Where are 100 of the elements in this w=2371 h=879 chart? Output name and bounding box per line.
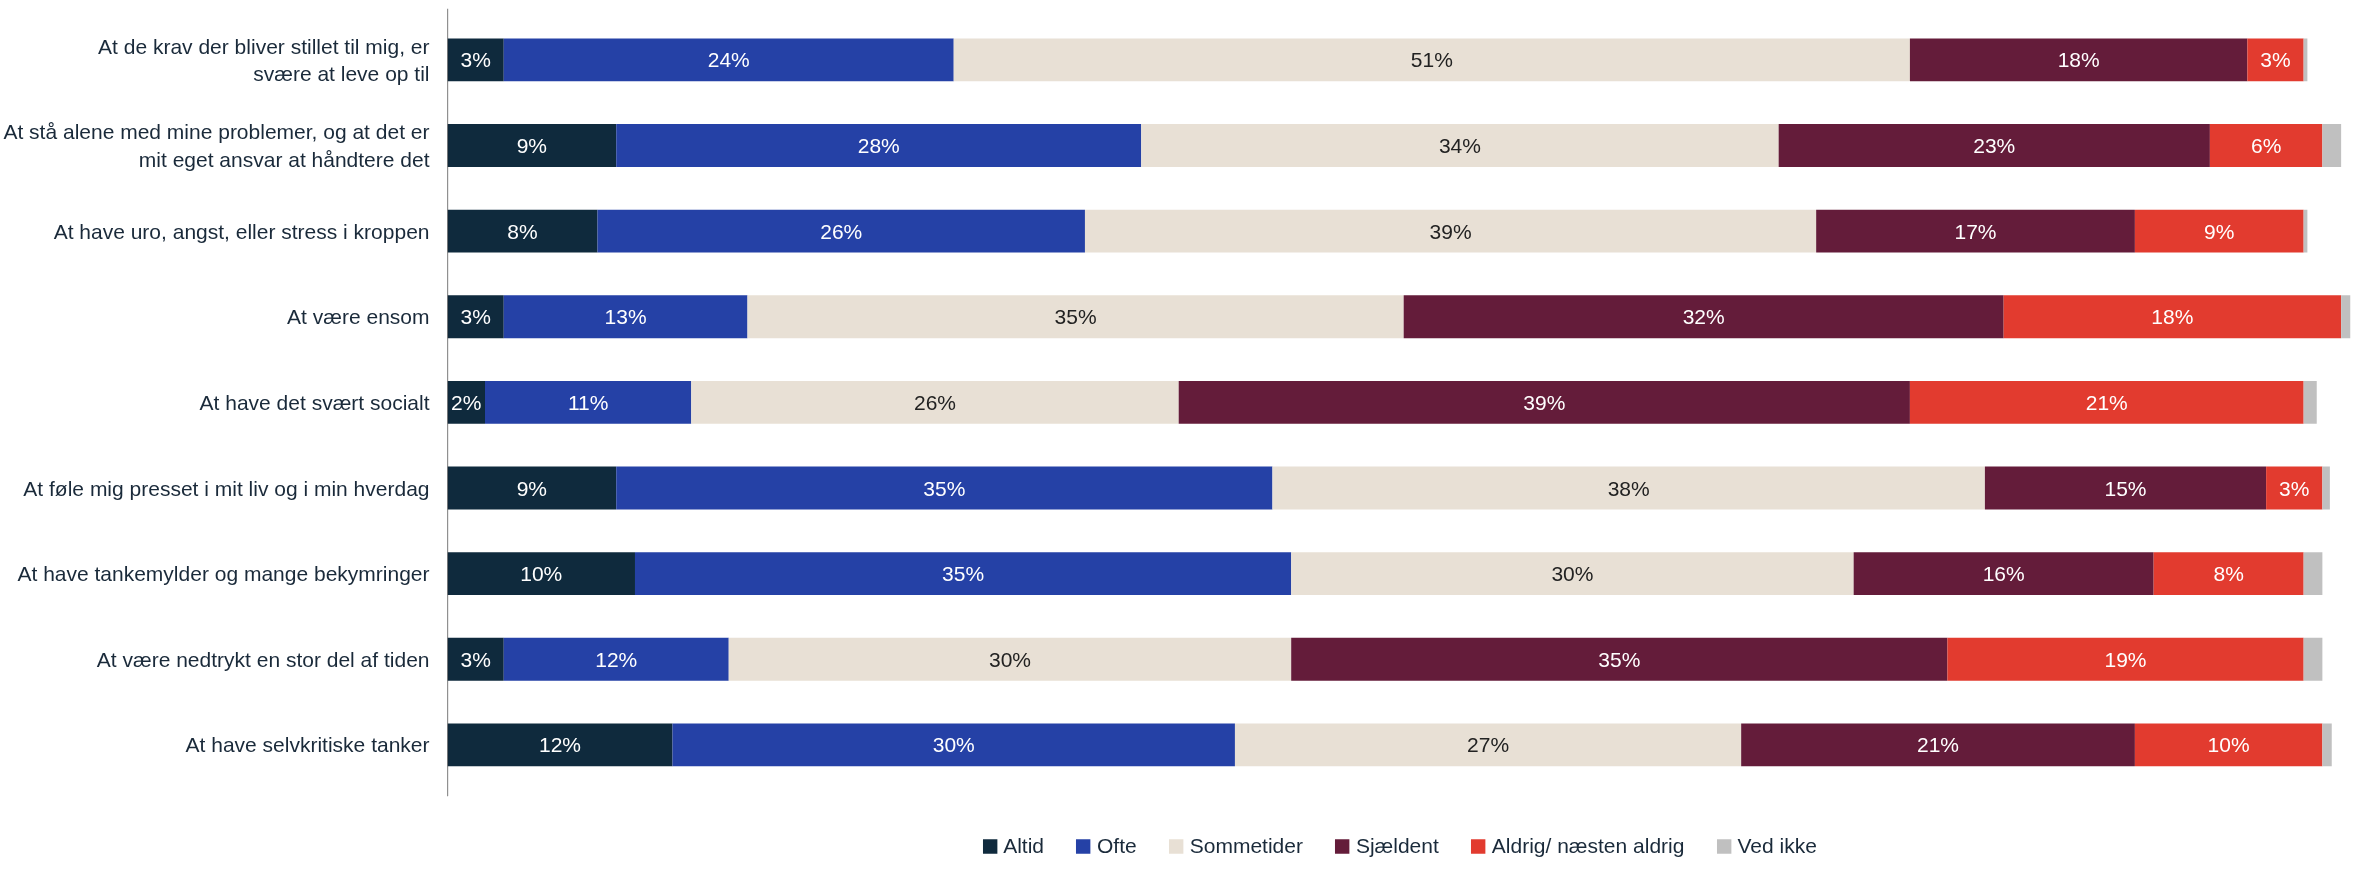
bar — [1272, 466, 1985, 510]
y-tick-label: At stå alene med mine problemer, og at det er mit eget ansvar at håndtere det — [3, 120, 430, 171]
legend-label: Sjældent — [1355, 834, 1439, 858]
bar — [503, 38, 954, 82]
data-label: 15% — [2104, 476, 2147, 500]
bar — [953, 38, 1910, 82]
bar — [1291, 637, 1948, 681]
bar — [691, 380, 1179, 424]
y-tick-label: At være ensom — [287, 305, 430, 329]
bar — [2303, 552, 2323, 596]
bar — [447, 637, 504, 681]
bar — [2322, 124, 2342, 167]
bar — [1909, 38, 2248, 82]
data-label: 21% — [1917, 733, 1960, 757]
data-label: 6% — [2250, 134, 2282, 158]
y-tick-label: At have tankemylder og mange bekymringer — [17, 562, 430, 586]
data-label: 27% — [1467, 733, 1510, 757]
bar — [2153, 552, 2304, 596]
data-label: 3% — [460, 647, 491, 671]
data-label: 3% — [2279, 476, 2310, 500]
bar — [2303, 637, 2323, 681]
bar — [747, 295, 1404, 339]
data-label: 21% — [2085, 390, 2128, 414]
data-label: 9% — [516, 476, 548, 500]
bar — [2209, 124, 2323, 167]
data-label: 10% — [2207, 733, 2250, 757]
y-tick-label: At have selvkritiske tanker — [185, 733, 430, 757]
bar — [1816, 209, 2135, 253]
bar — [1947, 637, 2304, 681]
data-label: 35% — [942, 562, 985, 586]
bar — [447, 209, 598, 253]
data-label: 12% — [538, 733, 582, 757]
bar — [447, 38, 504, 82]
data-label: 30% — [988, 647, 1031, 671]
bar — [447, 723, 673, 767]
bar — [2247, 38, 2304, 82]
data-label: 34% — [1438, 134, 1481, 158]
bar — [597, 209, 1085, 253]
bar — [634, 552, 1292, 596]
legend-label: Ved ikke — [1737, 834, 1817, 858]
y-tick-label: At føle mig presset i mit liv og i min hverdag — [23, 476, 430, 500]
data-label: 9% — [516, 134, 548, 158]
data-label: 8% — [2213, 562, 2244, 586]
y-tick-label: At de krav der bliver stillet til mig, er svære at leve op til — [98, 34, 430, 86]
data-label: 3% — [2260, 48, 2291, 72]
data-label: 8% — [507, 219, 538, 243]
bar — [2322, 723, 2332, 767]
data-label: 28% — [857, 134, 900, 158]
data-label: 3% — [460, 305, 491, 329]
bar — [2341, 295, 2351, 339]
bar — [485, 380, 692, 424]
data-label: 35% — [1054, 305, 1097, 329]
bar — [1084, 209, 1817, 253]
bar — [1234, 723, 1742, 767]
data-label: 2% — [451, 390, 482, 414]
data-label: 12% — [595, 647, 638, 671]
bar — [728, 637, 1292, 681]
data-label: 10% — [520, 562, 563, 586]
data-label: 19% — [2104, 647, 2147, 671]
bar — [616, 466, 1273, 510]
bar — [447, 552, 635, 596]
data-label: 35% — [923, 476, 966, 500]
bar — [2322, 466, 2330, 510]
data-label: 30% — [932, 733, 975, 757]
data-label: 17% — [1954, 219, 1997, 243]
legend-label: Altid — [1003, 834, 1045, 858]
data-label: 51% — [1410, 48, 1453, 72]
data-label: 39% — [1523, 390, 1566, 414]
data-label: 24% — [707, 48, 750, 72]
data-label: 13% — [604, 305, 647, 329]
bar — [2003, 295, 2342, 339]
y-tick-label: At have uro, angst, eller stress i kroppen — [53, 219, 430, 243]
bar — [672, 723, 1235, 767]
bar — [1778, 124, 2210, 167]
data-label: 35% — [1598, 647, 1641, 671]
bar — [447, 466, 617, 510]
bar — [1178, 380, 1910, 424]
legend-label: Ofte — [1097, 834, 1137, 858]
legend-label: Aldrig/ næsten aldrig — [1491, 834, 1685, 858]
bar — [616, 124, 1142, 167]
data-label: 18% — [2057, 48, 2100, 72]
bar — [2134, 723, 2323, 767]
data-label: 26% — [820, 219, 863, 243]
bar — [1403, 295, 2004, 339]
data-label: 18% — [2151, 305, 2194, 329]
y-tick-label: At være nedtrykt en stor del af tiden — [96, 647, 430, 671]
bar — [447, 295, 504, 339]
bar — [503, 637, 729, 681]
bar — [1984, 466, 2267, 510]
bar — [1853, 552, 2154, 596]
data-label: 30% — [1551, 562, 1594, 586]
y-tick-label: At have det svært socialt — [199, 390, 430, 414]
bar — [1909, 380, 2304, 424]
data-label: 11% — [567, 390, 609, 414]
legend-label: Sommetider — [1189, 834, 1303, 858]
bar — [1741, 723, 2135, 767]
bar — [1141, 124, 1779, 167]
data-label: 38% — [1607, 476, 1650, 500]
bar — [2303, 380, 2317, 424]
data-label: 39% — [1429, 219, 1472, 243]
